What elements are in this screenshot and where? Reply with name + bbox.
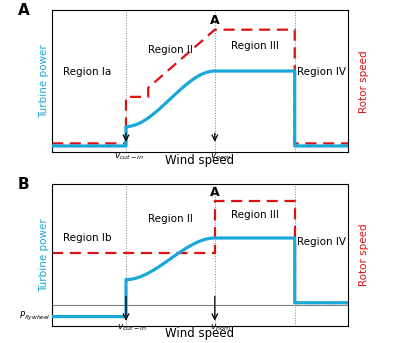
- Text: Region II: Region II: [148, 45, 193, 55]
- Text: $v_{cut-in}$: $v_{cut-in}$: [117, 323, 147, 333]
- Text: Rotor speed: Rotor speed: [359, 50, 369, 113]
- Y-axis label: Turbine power: Turbine power: [39, 45, 49, 118]
- Text: Region IV: Region IV: [297, 237, 346, 247]
- Text: A: A: [210, 186, 220, 199]
- Text: Region Ia: Region Ia: [63, 67, 112, 77]
- Text: Region Ib: Region Ib: [63, 234, 112, 244]
- Text: $P_{flywheel}$: $P_{flywheel}$: [19, 310, 50, 323]
- Text: $v_{nom}$: $v_{nom}$: [210, 323, 231, 333]
- Text: $v_{nom}$: $v_{nom}$: [210, 152, 231, 162]
- Text: B: B: [18, 177, 30, 192]
- X-axis label: Wind speed: Wind speed: [166, 154, 234, 167]
- Y-axis label: Turbine power: Turbine power: [39, 218, 49, 292]
- X-axis label: Wind speed: Wind speed: [166, 327, 234, 340]
- Text: Region III: Region III: [231, 210, 279, 220]
- Text: $v_{cut-in}$: $v_{cut-in}$: [114, 152, 144, 162]
- Text: Rotor speed: Rotor speed: [359, 224, 369, 286]
- Text: Region III: Region III: [231, 41, 279, 51]
- Text: A: A: [18, 3, 30, 18]
- Text: A: A: [210, 14, 220, 27]
- Text: Region II: Region II: [148, 214, 193, 224]
- Text: Region IV: Region IV: [297, 67, 346, 77]
